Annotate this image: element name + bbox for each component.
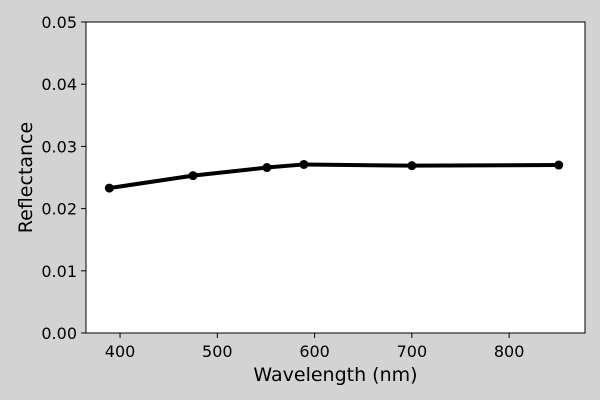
x-axis-label: Wavelength (nm): [253, 364, 417, 386]
x-tick-label: 800: [494, 342, 525, 361]
x-tick-label: 400: [105, 342, 136, 361]
data-point: [188, 171, 198, 181]
series-layer: [104, 159, 564, 193]
plot-area: [85, 21, 586, 334]
y-tick-label: 0.01: [41, 262, 77, 281]
y-tick-label: 0.05: [41, 13, 77, 32]
y-tick-label: 0.00: [41, 324, 77, 343]
x-axis: 400 500 600 700 800: [105, 333, 525, 361]
x-tick-label: 600: [299, 342, 330, 361]
y-tick-label: 0.02: [41, 200, 77, 219]
x-tick-label: 700: [397, 342, 428, 361]
data-point: [262, 163, 272, 173]
y-tick-label: 0.04: [41, 75, 77, 94]
data-point: [299, 159, 309, 169]
x-tick-label: 500: [202, 342, 233, 361]
y-axis-label: Reflectance: [15, 122, 37, 233]
data-point: [407, 161, 417, 171]
y-axis: 0.00 0.01 0.02 0.03 0.04 0.05: [41, 13, 86, 343]
series-line: [107, 162, 561, 191]
data-point: [104, 183, 114, 193]
data-point: [554, 160, 564, 170]
y-tick-label: 0.03: [41, 137, 77, 156]
